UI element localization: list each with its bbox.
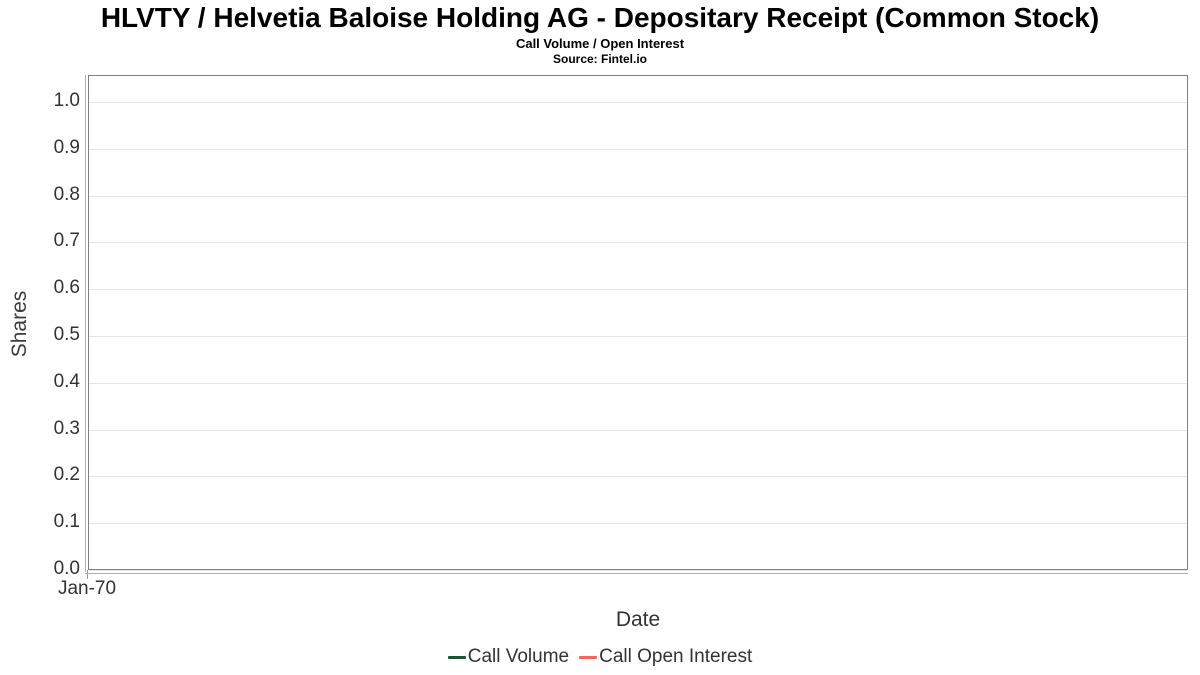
y-axis-tick-label: 0.4	[53, 370, 80, 392]
y-axis-tick-label: 0.6	[53, 277, 80, 299]
y-gridline	[89, 476, 1187, 478]
y-axis-tick-label: 0.7	[53, 230, 80, 252]
x-axis-tick-label: Jan-70	[57, 578, 117, 599]
chart-legend: Call Volume Call Open Interest	[0, 646, 1200, 668]
legend-label: Call Volume	[467, 646, 570, 667]
legend-label: Call Open Interest	[599, 646, 753, 667]
y-axis-tick-label: 0.5	[53, 324, 80, 345]
y-axis-tick-label: 0.1	[53, 511, 80, 533]
y-axis-tick-label: 0.2	[53, 464, 80, 486]
y-gridline	[89, 570, 1187, 571]
legend-item-call-open-interest[interactable]: Call Open Interest	[579, 646, 752, 668]
x-axis-line	[85, 573, 1188, 574]
y-gridline	[89, 242, 1187, 244]
y-axis-title: Shares	[8, 290, 31, 358]
chart-source: Source: Fintel.io	[552, 52, 647, 66]
y-axis-tick-label: 0.3	[53, 417, 80, 439]
y-axis-tick-label: 0.8	[53, 183, 80, 205]
x-axis-title: Date	[615, 608, 661, 631]
y-axis-line	[85, 75, 86, 572]
y-gridline	[89, 102, 1187, 103]
y-gridline	[89, 148, 1187, 150]
y-gridline	[89, 289, 1187, 291]
x-axis-tick-mark	[87, 570, 88, 579]
y-gridline	[89, 429, 1187, 431]
y-gridline	[89, 382, 1187, 384]
y-gridline	[89, 336, 1187, 337]
plot-area	[88, 75, 1188, 571]
y-gridline	[89, 523, 1187, 525]
y-axis-tick-label: 1.0	[53, 90, 80, 111]
chart-title: HLVTY / Helvetia Baloise Holding AG - De…	[100, 2, 1100, 33]
chart-subtitle: Call Volume / Open Interest	[515, 36, 685, 51]
y-axis-tick-label: 0.0	[53, 558, 80, 579]
call-volume-line-swatch	[447, 655, 466, 659]
call-open-interest-line-swatch	[579, 655, 598, 659]
legend-item-call-volume[interactable]: Call Volume	[447, 646, 570, 668]
y-axis-tick-label: 0.9	[53, 136, 80, 158]
y-gridline	[89, 195, 1187, 197]
